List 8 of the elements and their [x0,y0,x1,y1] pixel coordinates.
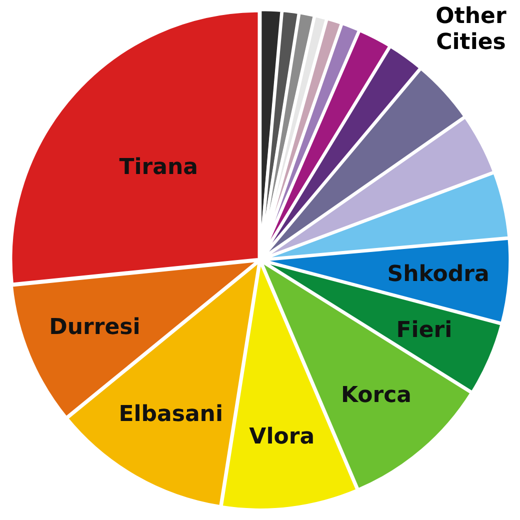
slice-label: Fieri [396,318,452,343]
text: Other Cities [434,4,508,56]
slice-label: Korca [340,382,412,408]
slice-label: Vlora [249,424,315,450]
slice-label: Shkodra [387,262,490,287]
slice-label: Tirana [119,155,198,180]
slice-label: Durresi [49,315,140,340]
slice-label: Elbasani [118,402,224,427]
